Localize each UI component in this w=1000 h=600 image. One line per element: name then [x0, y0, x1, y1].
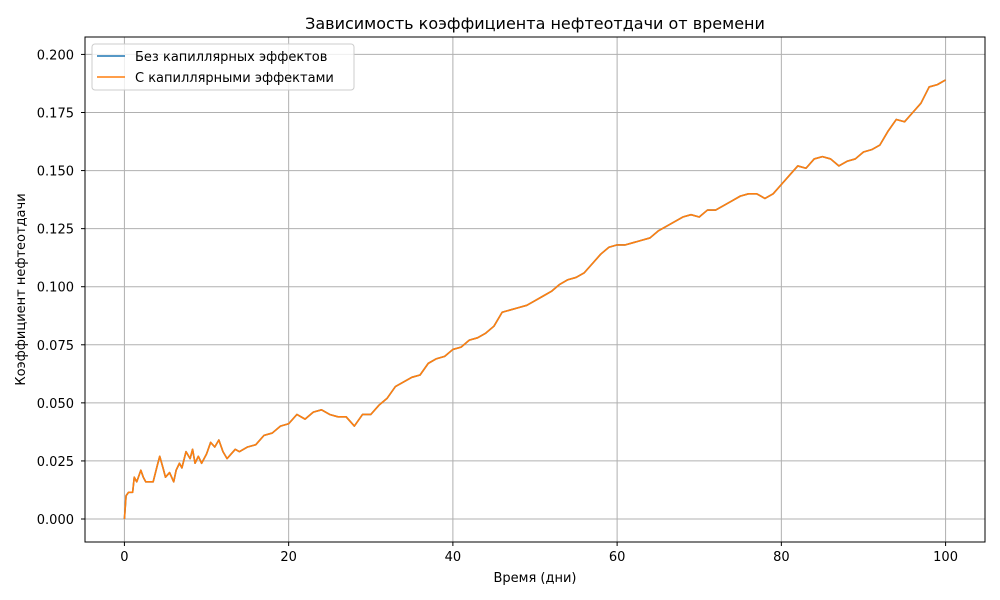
y-tick-label: 0.100 — [37, 281, 74, 296]
y-tick-label: 0.175 — [37, 106, 74, 121]
x-tick-label: 100 — [933, 550, 958, 565]
y-tick-label: 0.125 — [37, 223, 74, 238]
x-tick-label: 60 — [609, 550, 626, 565]
y-tick-label: 0.075 — [37, 339, 74, 354]
y-tick-label: 0.200 — [37, 48, 74, 63]
chart-title: Зависимость коэффициента нефтеотдачи от … — [305, 14, 765, 33]
y-tick-label: 0.150 — [37, 165, 74, 180]
legend: Без капиллярных эффектов С капиллярными … — [92, 44, 354, 90]
axis-ticks: 0 20 40 60 80 100 0.000 0.025 0.050 0.075 0.100 0.1… — [37, 48, 958, 565]
x-tick-label: 0 — [120, 550, 128, 565]
y-tick-label: 0.025 — [37, 455, 74, 470]
legend-label-series-2: С капиллярными эффектами — [135, 71, 334, 86]
y-tick-label: 0.050 — [37, 397, 74, 412]
y-axis-label: Коэффициент нефтеотдачи — [14, 193, 29, 385]
x-tick-label: 40 — [445, 550, 462, 565]
x-tick-label: 20 — [280, 550, 297, 565]
grid — [85, 37, 985, 542]
x-tick-label: 80 — [773, 550, 790, 565]
series-layer — [124, 80, 945, 519]
series-line-2 — [124, 80, 945, 519]
series-line-1 — [124, 80, 945, 519]
legend-label-series-1: Без капиллярных эффектов — [135, 50, 327, 65]
y-tick-label: 0.000 — [37, 513, 74, 528]
x-axis-label: Время (дни) — [493, 571, 576, 586]
